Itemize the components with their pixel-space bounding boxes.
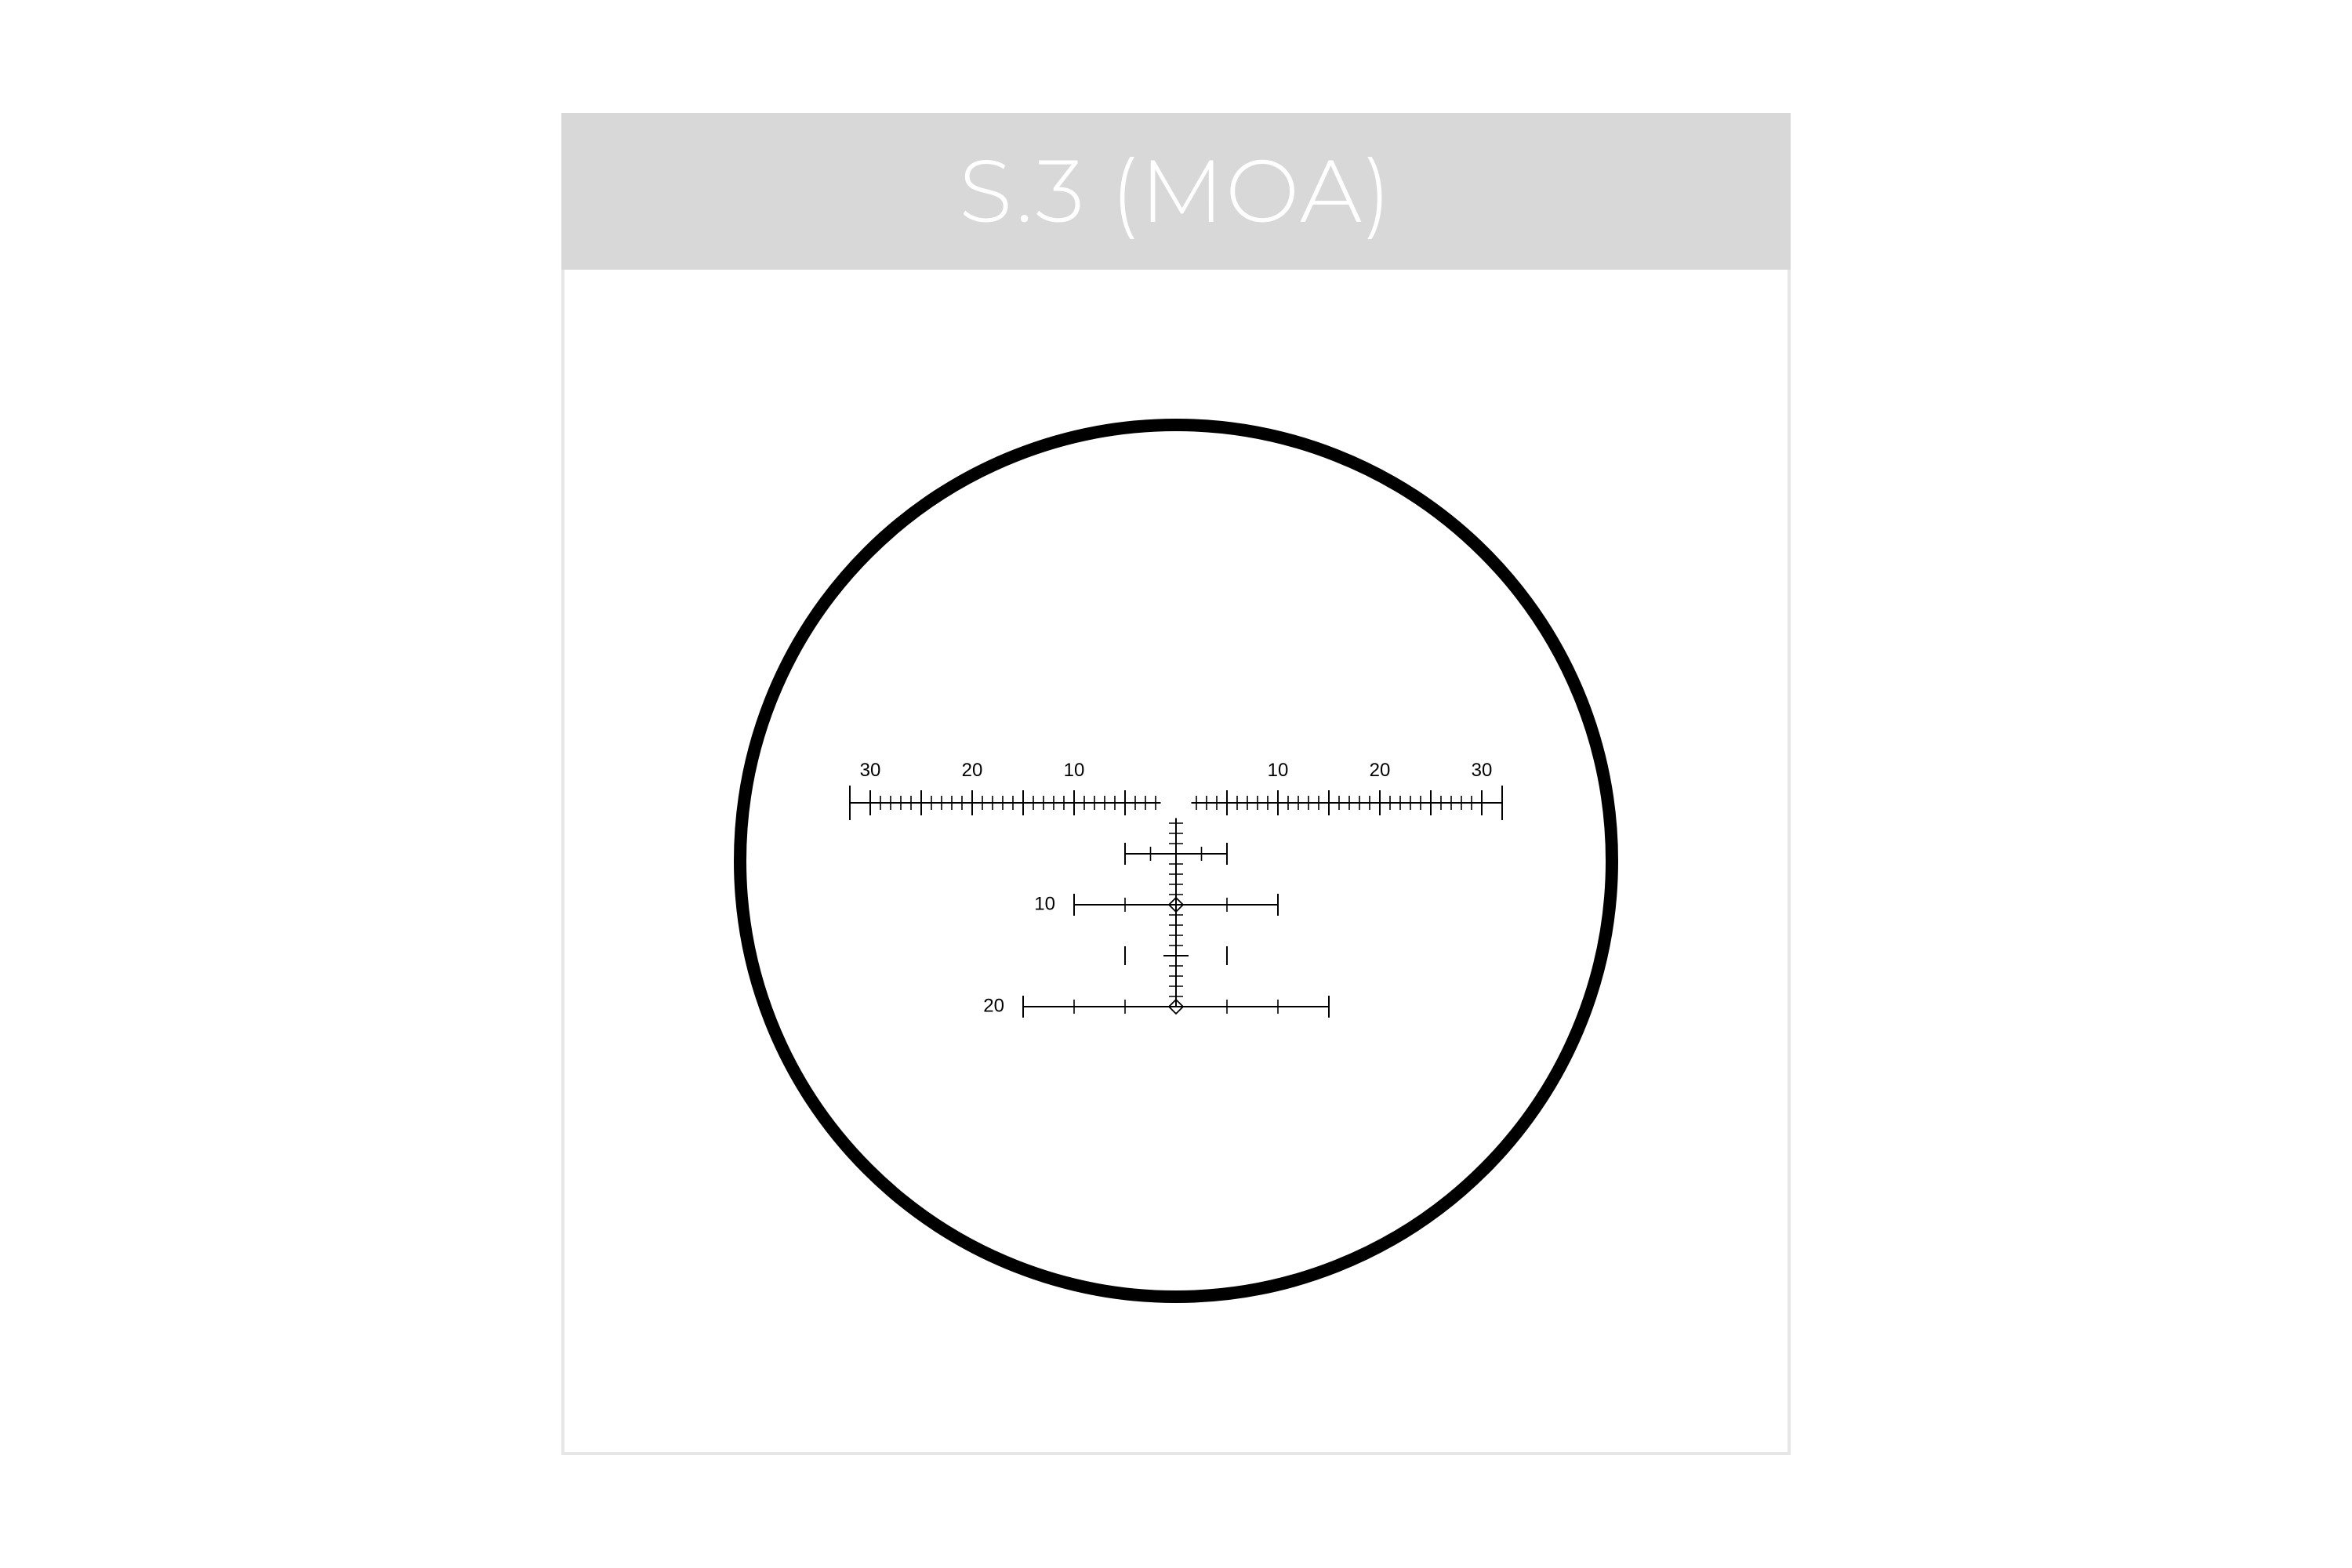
svg-text:20: 20 (983, 995, 1004, 1016)
svg-text:30: 30 (860, 760, 881, 781)
canvas: S.3 (MOA) 1010202030301020 (0, 0, 2352, 1568)
svg-text:10: 10 (1268, 760, 1289, 781)
reticle-diagram: 10 10 20 20 30 30 10 20 (0, 0, 2352, 1568)
svg-text:10: 10 (1034, 893, 1055, 914)
svg-text:20: 20 (1370, 760, 1391, 781)
svg-text:10: 10 (1064, 760, 1085, 781)
svg-text:30: 30 (1472, 760, 1493, 781)
svg-text:20: 20 (962, 760, 983, 781)
